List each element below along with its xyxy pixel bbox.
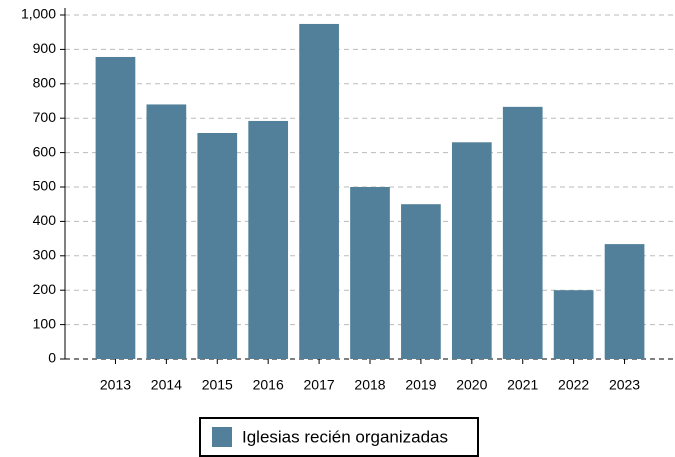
y-tick-label: 600	[33, 143, 57, 159]
bar	[299, 23, 339, 359]
legend-label: Iglesias recién organizadas	[242, 427, 448, 446]
bar	[248, 120, 289, 360]
x-tick-label: 2022	[558, 377, 589, 393]
bar	[604, 244, 645, 359]
bar	[350, 187, 390, 359]
x-tick-label: 2021	[507, 377, 538, 393]
bar	[553, 290, 594, 359]
bar	[197, 132, 238, 359]
y-tick-label: 900	[33, 40, 57, 56]
x-tick-label: 2023	[609, 377, 640, 393]
y-tick-label: 0	[48, 350, 56, 366]
x-tick-label: 2017	[304, 377, 335, 393]
y-tick-label: 400	[33, 212, 57, 228]
bar	[146, 104, 187, 359]
legend-swatch	[212, 427, 232, 447]
x-tick-label: 2013	[100, 377, 131, 393]
y-tick-label: 700	[33, 109, 57, 125]
bar	[502, 106, 543, 360]
y-tick-label: 100	[33, 315, 57, 331]
x-tick-label: 2015	[202, 377, 233, 393]
x-tick-label: 2020	[456, 377, 487, 393]
y-tick-label: 500	[33, 178, 57, 194]
y-tick-label: 300	[33, 247, 57, 263]
bar	[95, 56, 136, 360]
x-tick-label: 2014	[151, 377, 182, 393]
x-tick-label: 2016	[253, 377, 284, 393]
y-tick-label: 1,000	[21, 6, 56, 22]
bar	[451, 142, 492, 359]
x-tick-label: 2018	[354, 377, 385, 393]
y-tick-label: 800	[33, 75, 57, 91]
bar	[401, 204, 441, 359]
x-tick-label: 2019	[405, 377, 436, 393]
legend-box	[199, 417, 479, 457]
y-tick-label: 200	[33, 281, 57, 297]
